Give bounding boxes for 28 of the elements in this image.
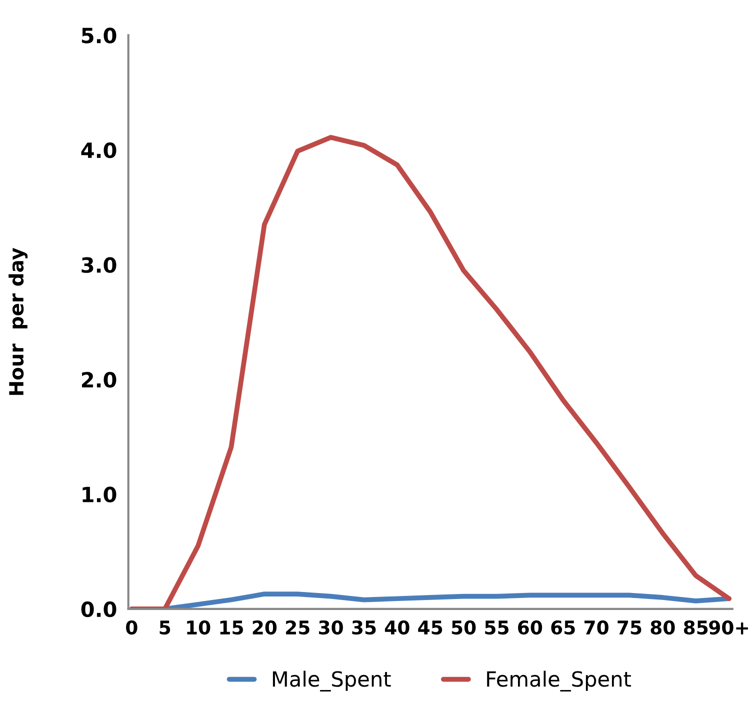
y-tick-label: 2.0: [82, 372, 116, 388]
x-tick-label: 25: [286, 620, 310, 635]
x-tick-label: 65: [551, 620, 575, 635]
x-tick-label: 85: [684, 620, 708, 635]
x-tick-label: 20: [252, 620, 277, 635]
y-tick-label: 5.0: [82, 28, 116, 44]
y-tick-label: 3.0: [82, 257, 116, 273]
x-tick-label: 45: [418, 620, 442, 635]
x-tick-label: 5: [160, 620, 170, 635]
x-tick-label: 80: [650, 620, 675, 635]
x-tick-label: 0: [126, 620, 138, 635]
x-tick-label: 60: [518, 620, 542, 635]
x-tick-label: 55: [485, 620, 508, 635]
y-tick-label: 4.0: [81, 142, 116, 158]
x-tick-label: 30: [319, 620, 343, 635]
y-tick-label: 1.0: [82, 486, 116, 502]
x-tick-label: 40: [384, 620, 410, 635]
y-tick-label: 0.0: [81, 601, 116, 618]
x-tick-label: 75: [618, 620, 642, 635]
x-tick-label: 35: [352, 620, 376, 635]
legend-label: Female_Spent: [487, 670, 631, 692]
legend-label: Male_Spent: [272, 670, 391, 692]
x-tick-label: 50: [452, 620, 476, 635]
y-axis-title: Hour per day: [8, 248, 28, 395]
x-tick-label: 90+: [709, 620, 748, 635]
x-tick-label: 15: [220, 620, 243, 635]
x-tick-label: 10: [187, 620, 210, 635]
x-tick-label: 70: [584, 620, 608, 635]
